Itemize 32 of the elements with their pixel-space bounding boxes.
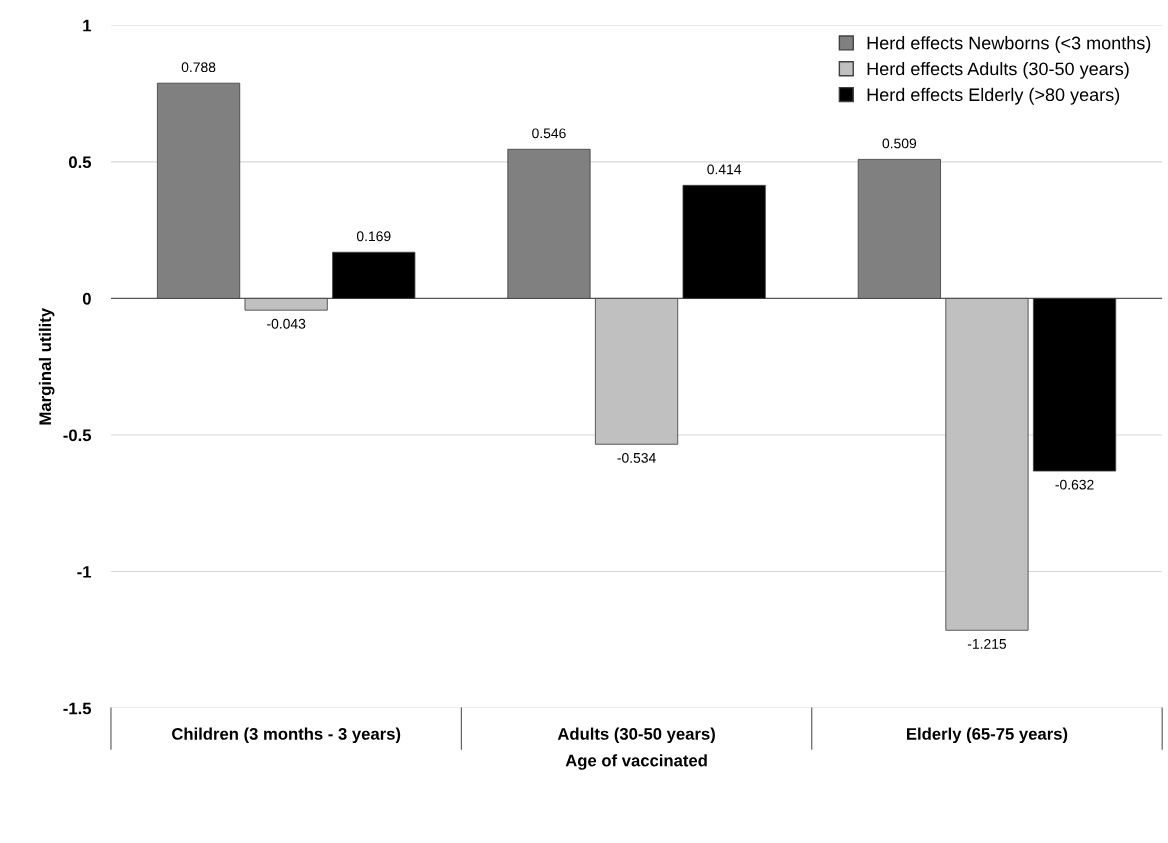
data-label: 0.414 xyxy=(707,164,742,175)
bar xyxy=(682,184,766,299)
y-tick-label: 0 xyxy=(82,292,91,305)
bar xyxy=(945,298,1029,631)
bar xyxy=(156,82,241,299)
y-tick-label: 1 xyxy=(83,19,92,32)
x-axis-title: Age of vaccinated xyxy=(565,754,707,770)
legend-label: Herd effects Newborns (<3 months) xyxy=(867,36,1151,53)
y-tick-label: -1.5 xyxy=(63,702,92,715)
data-label: 0.169 xyxy=(356,231,391,242)
bar xyxy=(244,298,328,311)
bar xyxy=(594,298,679,445)
data-label: -0.534 xyxy=(617,452,656,463)
y-tick-label: -0.5 xyxy=(63,429,92,442)
x-tick-label: Elderly (65-75 years) xyxy=(907,727,1068,744)
data-label: 0.788 xyxy=(181,62,216,73)
data-label: -1.215 xyxy=(967,638,1007,649)
legend-label: Herd effects Elderly (>80 years) xyxy=(867,87,1120,105)
bar xyxy=(1032,298,1117,472)
legend-label: Herd effects Adults (30-50 years) xyxy=(867,61,1129,79)
bar xyxy=(857,158,941,299)
data-label: -0.632 xyxy=(1055,479,1094,490)
y-axis-title: Marginal utility xyxy=(38,307,55,425)
y-tick-label: 0.5 xyxy=(69,156,92,169)
data-label: 0.509 xyxy=(882,138,917,149)
x-tick-label: Adults (30-50 years) xyxy=(557,727,715,744)
bar xyxy=(507,148,591,299)
data-label: -0.043 xyxy=(267,318,306,329)
x-tick-label: Children (3 months - 3 years) xyxy=(172,727,401,744)
bar xyxy=(332,251,416,299)
data-label: 0.546 xyxy=(532,128,566,139)
y-tick-label: -1 xyxy=(77,566,92,578)
